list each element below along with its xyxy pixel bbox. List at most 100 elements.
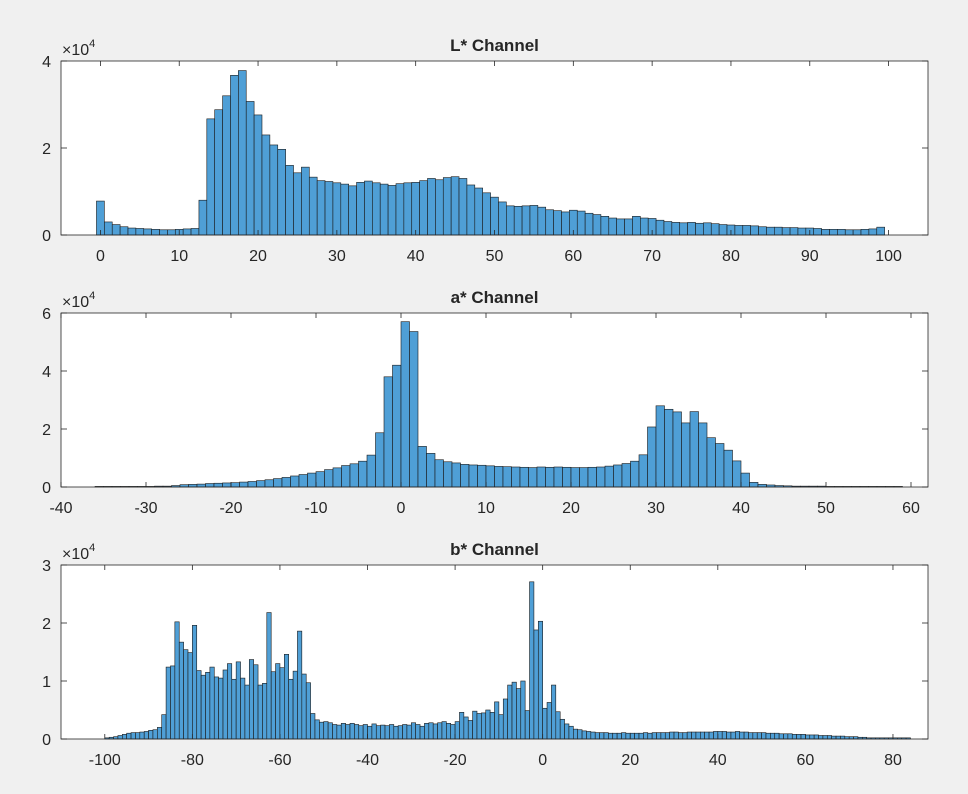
y-tick-label: 2 [42,616,51,633]
histogram-bar [625,732,631,740]
histogram-bar [340,723,346,740]
histogram-bar [446,723,452,740]
histogram-bar [472,710,478,740]
x-tick-label: -40 [49,500,72,517]
histogram-bar [655,219,665,236]
x-tick-label: 10 [477,500,495,517]
histogram-bar [494,466,504,488]
histogram-bar [273,478,283,488]
histogram-bar [253,664,259,740]
histogram-bar [678,732,684,740]
histogram-bar [239,481,249,488]
y-multiplier-exponent: 4 [89,38,95,50]
histogram-bar [632,216,641,236]
histogram-bar [703,222,712,236]
histogram-bar [616,218,625,236]
histogram-bar [643,732,649,740]
histogram-bar [157,727,163,740]
x-tick-label: 60 [564,248,582,265]
histogram-bar [476,713,482,740]
histogram-bar [305,682,311,740]
histogram-bar [301,166,310,236]
histogram-bar [301,673,307,740]
histogram-bar [424,723,430,740]
histogram-bar [213,676,219,740]
histogram-bar [831,735,837,740]
histogram-bar [726,731,732,740]
histogram-bar [119,226,129,236]
histogram-bar [638,454,648,488]
histogram-bar [860,229,870,236]
y-multiplier: ×104 [62,38,95,59]
histogram-bar [721,731,727,740]
histogram-bar [734,225,744,236]
histogram-bar [564,723,570,740]
histogram-bar [489,712,495,740]
histogram-bar [395,183,405,236]
histogram-bar [630,460,640,488]
axes-a-channel[interactable] [61,313,928,487]
histogram-bar [519,466,529,488]
y-tick-label: 0 [42,228,51,245]
histogram-bar [428,722,434,740]
histogram-bar [332,467,342,488]
histogram-bar [354,724,360,740]
y-tick-label: 0 [42,480,51,497]
histogram-bar [629,732,635,740]
histogram-bar [345,724,351,740]
histogram-bar [695,222,704,236]
histogram-bar [520,680,526,740]
x-tick-label: 80 [884,752,902,769]
histogram-bar [778,733,784,740]
histogram-bar [358,725,364,740]
histogram-bar [634,732,640,740]
y-multiplier-base: ×10 [62,42,89,59]
histogram-bar [664,408,674,488]
histogram-bar [409,331,419,488]
histogram-bar [660,732,666,740]
histogram-bar [756,732,762,740]
histogram-bar [122,734,127,740]
histogram-bar [205,671,211,740]
histogram-bar [570,467,580,488]
histogram-bar [612,732,618,740]
bars-a-channel [94,321,903,488]
histogram-bar [616,732,622,740]
histogram-bar [135,228,145,236]
histogram-bar [672,411,682,488]
histogram-bar [494,701,500,740]
histogram-bar [435,179,444,236]
histogram-bar [463,716,469,740]
histogram-bar [187,652,193,740]
histogram-bar [327,722,333,740]
histogram-bar [441,721,447,740]
x-tick-label: -20 [444,752,467,769]
histogram-bar [502,466,512,488]
x-ticks-b-channel: -100 -80 -60 -40 -20 0 20 40 60 80 [89,565,902,769]
y-multiplier-exponent: 4 [89,290,95,302]
histogram-bar [621,463,631,488]
histogram-bar [323,721,329,740]
histogram-bar [380,724,386,740]
histogram-bar [310,713,316,740]
histogram-bar [466,184,476,236]
histogram-bar [704,731,710,740]
histogram-bar [332,182,342,236]
histogram-bar [358,460,368,488]
histogram-bar [247,481,257,488]
histogram-bar [600,216,610,236]
histogram-bar [698,422,708,488]
histogram-bar [647,426,657,488]
histogram-bar [253,114,263,236]
histogram-bar [511,681,517,740]
histogram-bar [290,475,300,488]
histogram-bar [284,654,290,740]
histogram-bar [506,205,515,236]
histogram-bar [200,674,206,740]
histogram-bar [190,228,200,236]
histogram-bar [340,183,349,236]
x-tick-label: -40 [356,752,379,769]
histogram-bar [781,227,791,236]
histogram-bar [314,719,320,740]
histogram-bar [837,229,846,236]
